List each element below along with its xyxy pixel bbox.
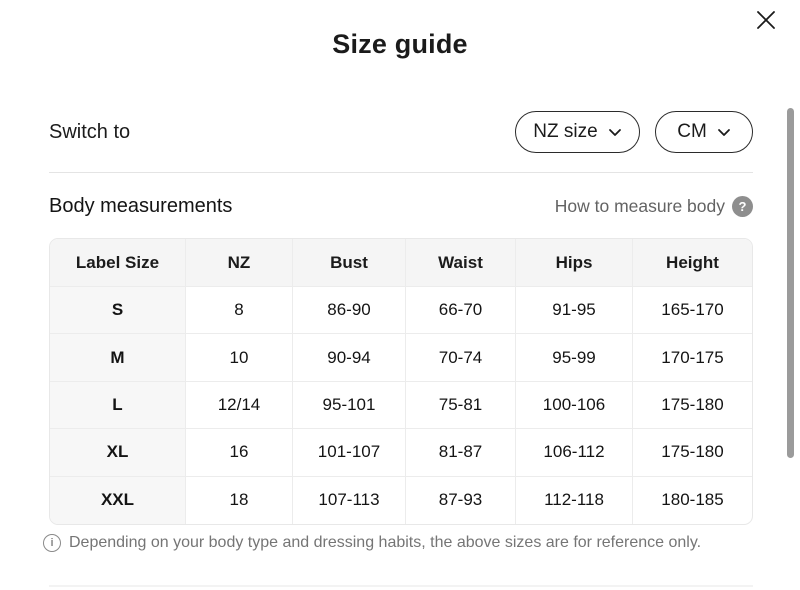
table-cell: 8 [186,287,293,335]
table-cell: 95-99 [516,334,633,382]
column-header: NZ [186,239,293,287]
table-cell: 107-113 [293,476,406,524]
table-cell: 86-90 [293,287,406,335]
disclaimer-text: Depending on your body type and dressing… [69,534,702,551]
section-divider [49,172,753,173]
table-cell: 66-70 [406,287,516,335]
unit-dropdown[interactable]: CM [655,111,753,153]
table-row: XL 16 101-107 81-87 106-112 175-180 [50,429,752,477]
table-cell: 12/14 [186,381,293,430]
table-cell: 170-175 [633,334,752,382]
table-cell: S [50,287,186,335]
bottom-divider [49,585,753,587]
unit-value: CM [677,121,707,142]
table-cell: 75-81 [406,381,516,430]
table-cell: 180-185 [661,490,724,510]
table-cell: 16 [186,429,293,477]
how-to-measure-label: How to measure body [554,195,725,216]
body-measurements-header: Body measurements How to measure body ? [49,192,753,220]
disclaimer-note: i Depending on your body type and dressi… [43,534,753,552]
table-cell: XL [50,429,186,477]
size-standard-value: NZ size [533,121,598,142]
table-row: L 12/14 95-101 75-81 100-106 175-180 [50,381,752,430]
table-row: M 10 90-94 70-74 95-99 170-175 [50,334,752,382]
size-table: Label Size NZ Bust Waist Hips Height S 8… [49,238,753,525]
table-row: XXL 18 107-113 87-93 112-118 180-185 [50,476,752,524]
table-cell: 18 [186,476,293,524]
page-title: Size guide [332,29,468,59]
table-cell: L [50,381,186,430]
info-icon: i [43,534,61,552]
table-cell: 175-180 [633,382,752,430]
chevron-down-icon [717,121,731,143]
close-button[interactable] [746,0,786,40]
table-header-row: Label Size NZ Bust Waist Hips Height [50,239,752,287]
table-cell: XXL [50,476,186,524]
column-header: Waist [406,239,516,287]
table-cell: 101-107 [293,429,406,477]
table-cell: 100-106 [516,381,633,430]
table-cell: 81-87 [406,429,516,477]
table-cell: 165-170 [633,287,752,335]
section-title: Body measurements [49,194,233,217]
switch-to-label: Switch to [49,120,131,143]
table-cell: 106-112 [516,429,633,477]
column-header: Label Size [50,239,186,287]
scrollbar-thumb[interactable] [787,108,794,458]
table-cell: 91-95 [516,287,633,335]
question-mark-icon: ? [732,195,753,217]
close-icon [755,9,777,31]
column-header: Height [633,239,752,287]
how-to-measure-link[interactable]: How to measure body ? [554,195,753,217]
switch-to-row: Switch to NZ size CM [49,110,753,154]
table-cell: 95-101 [293,381,406,430]
table-cell: 90-94 [293,334,406,382]
table-cell: M [50,334,186,382]
table-cell: 70-74 [406,334,516,382]
table-cell: 10 [186,334,293,382]
dropdown-group: NZ size CM [515,111,753,153]
table-row: S 8 86-90 66-70 91-95 165-170 [50,287,752,335]
column-header: Bust [293,239,406,287]
table-cell: 87-93 [406,476,516,524]
column-header: Hips [516,239,633,287]
table-cell: 112-118 [516,476,633,524]
table-cell: 175-180 [633,429,752,477]
chevron-down-icon [608,121,622,143]
size-standard-dropdown[interactable]: NZ size [515,111,640,153]
